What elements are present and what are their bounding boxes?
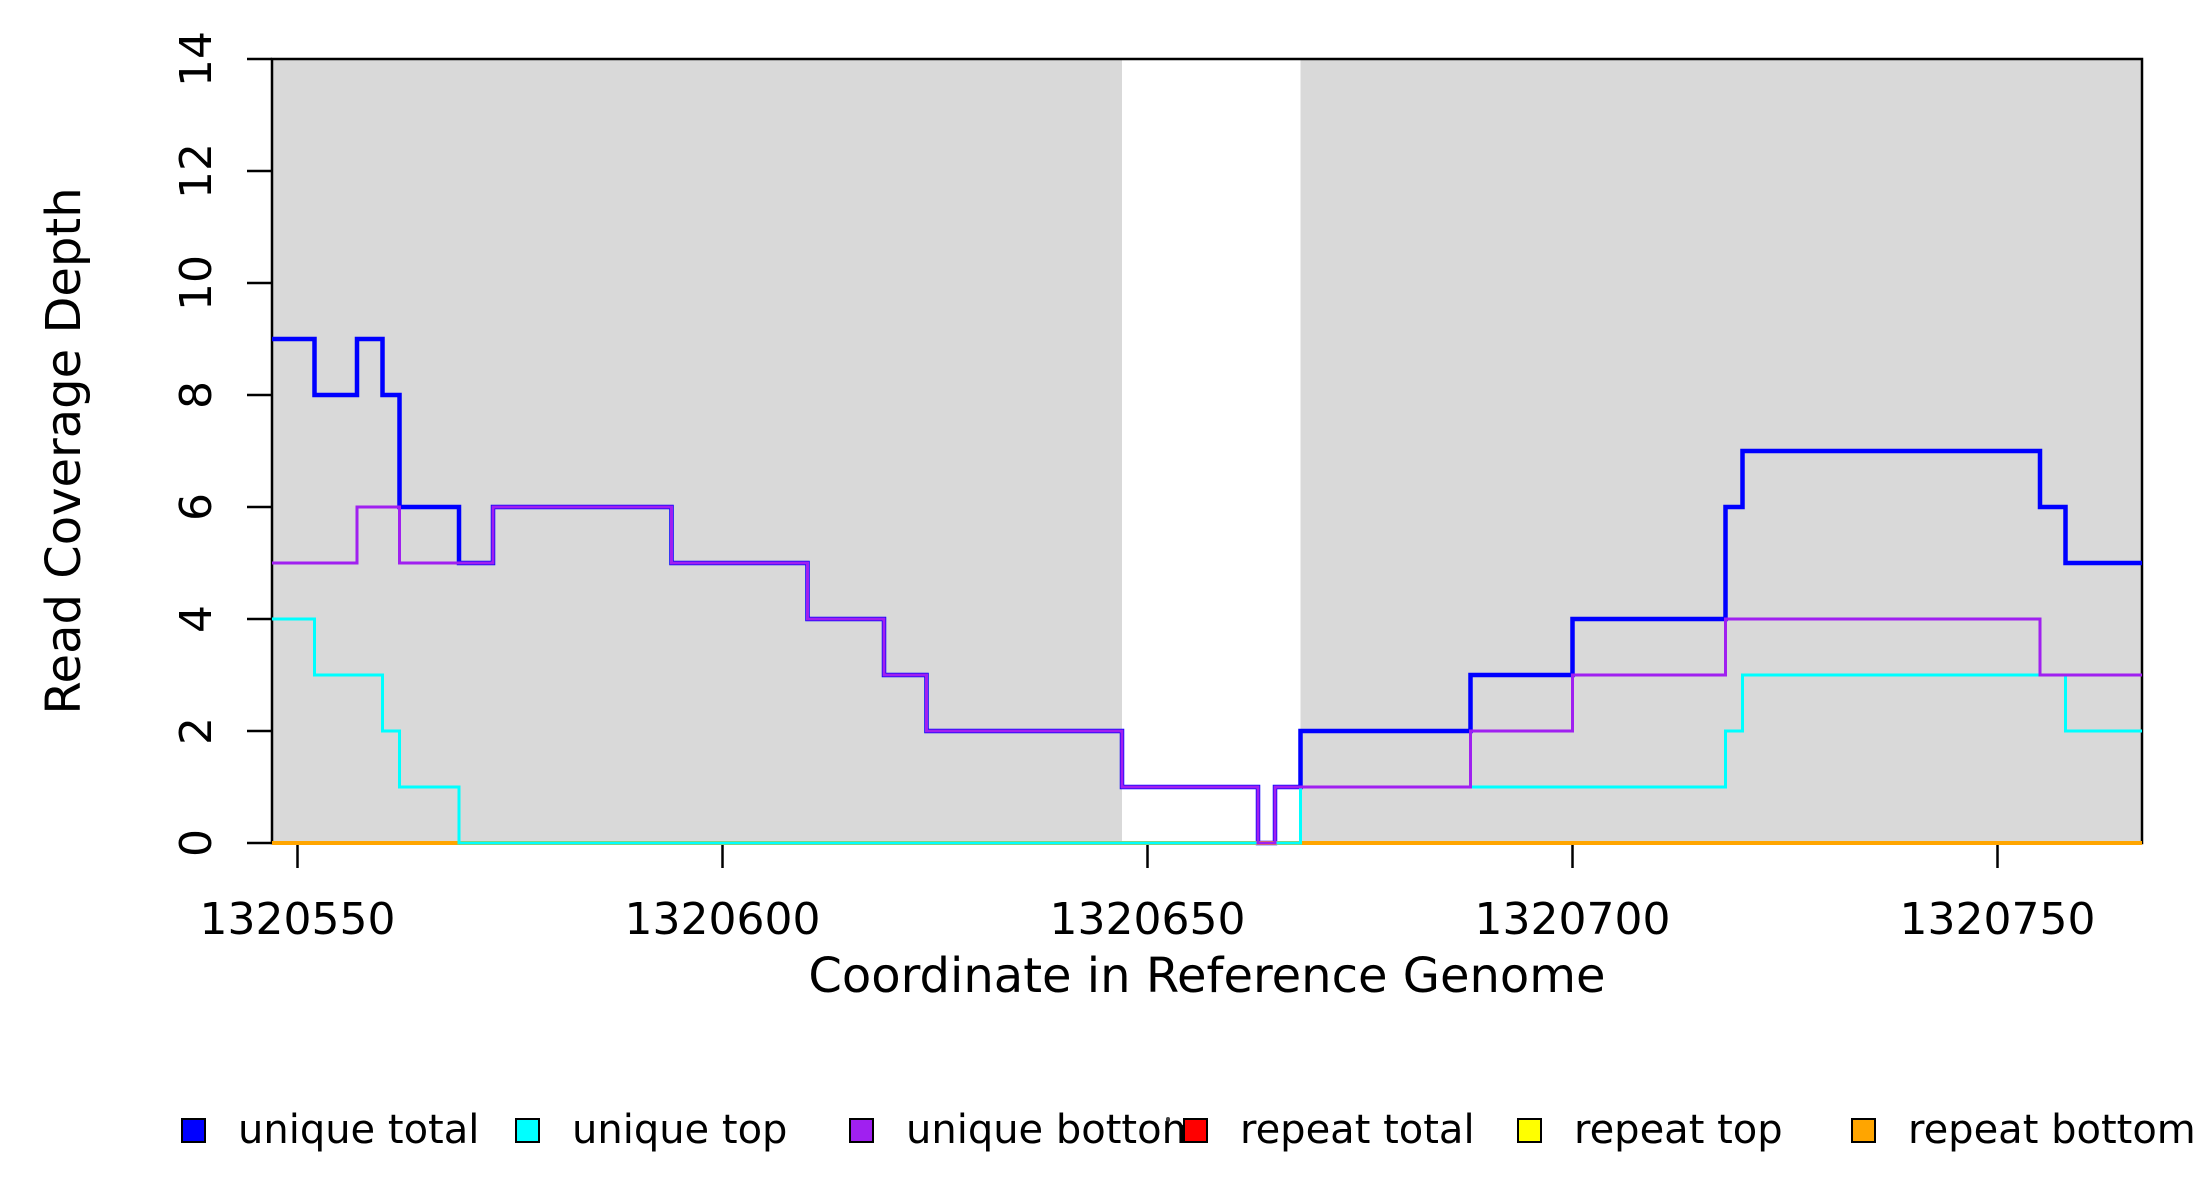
x-tick-label: 1320700 bbox=[1474, 894, 1671, 945]
y-tick-label: 10 bbox=[171, 255, 222, 311]
legend-swatch-icon bbox=[1183, 1117, 1208, 1143]
legend-swatch-icon bbox=[1517, 1117, 1542, 1143]
legend-label: unique bottom bbox=[906, 1107, 1201, 1153]
legend-item-unique-total: unique total bbox=[181, 1110, 479, 1150]
y-tick-label: 8 bbox=[171, 381, 222, 409]
x-tick-label: 1320600 bbox=[624, 894, 821, 945]
legend-label: unique total bbox=[238, 1107, 480, 1153]
legend-item-repeat-top: repeat top bbox=[1517, 1110, 1783, 1150]
legend-label: repeat top bbox=[1574, 1107, 1783, 1153]
legend-item-unique-top: unique top bbox=[515, 1110, 787, 1150]
y-axis-title: Read Coverage Depth bbox=[36, 187, 92, 715]
legend-item-repeat-bottom: repeat bottom bbox=[1851, 1110, 2196, 1150]
legend-label: repeat total bbox=[1240, 1107, 1475, 1153]
x-tick-label: 1320650 bbox=[1049, 894, 1246, 945]
legend-item-unique-bottom: unique bottom bbox=[849, 1110, 1201, 1150]
legend-item-repeat-total: repeat total bbox=[1183, 1110, 1475, 1150]
x-tick-label: 1320550 bbox=[199, 894, 396, 945]
x-axis-title: Coordinate in Reference Genome bbox=[808, 948, 1606, 1004]
y-tick-label: 12 bbox=[171, 143, 222, 199]
y-tick-label: 14 bbox=[171, 31, 222, 87]
legend-artifact-dot bbox=[1166, 1117, 1170, 1122]
y-tick-label: 6 bbox=[171, 493, 222, 521]
shaded-region bbox=[272, 59, 1122, 843]
x-tick-label: 1320750 bbox=[1899, 894, 2096, 945]
legend-label: unique top bbox=[572, 1107, 788, 1153]
y-tick-label: 4 bbox=[171, 605, 222, 633]
series-path-unique-bottom bbox=[272, 505, 2142, 845]
legend-swatch-icon bbox=[1851, 1117, 1876, 1143]
legend-swatch-icon bbox=[181, 1117, 206, 1143]
legend-swatch-icon bbox=[515, 1117, 540, 1143]
legend-label: repeat bottom bbox=[1908, 1107, 2196, 1153]
series-path-unique-top bbox=[272, 617, 2142, 845]
y-tick-label: 0 bbox=[171, 829, 222, 857]
legend-swatch-icon bbox=[849, 1117, 874, 1143]
y-tick-label: 2 bbox=[171, 717, 222, 745]
